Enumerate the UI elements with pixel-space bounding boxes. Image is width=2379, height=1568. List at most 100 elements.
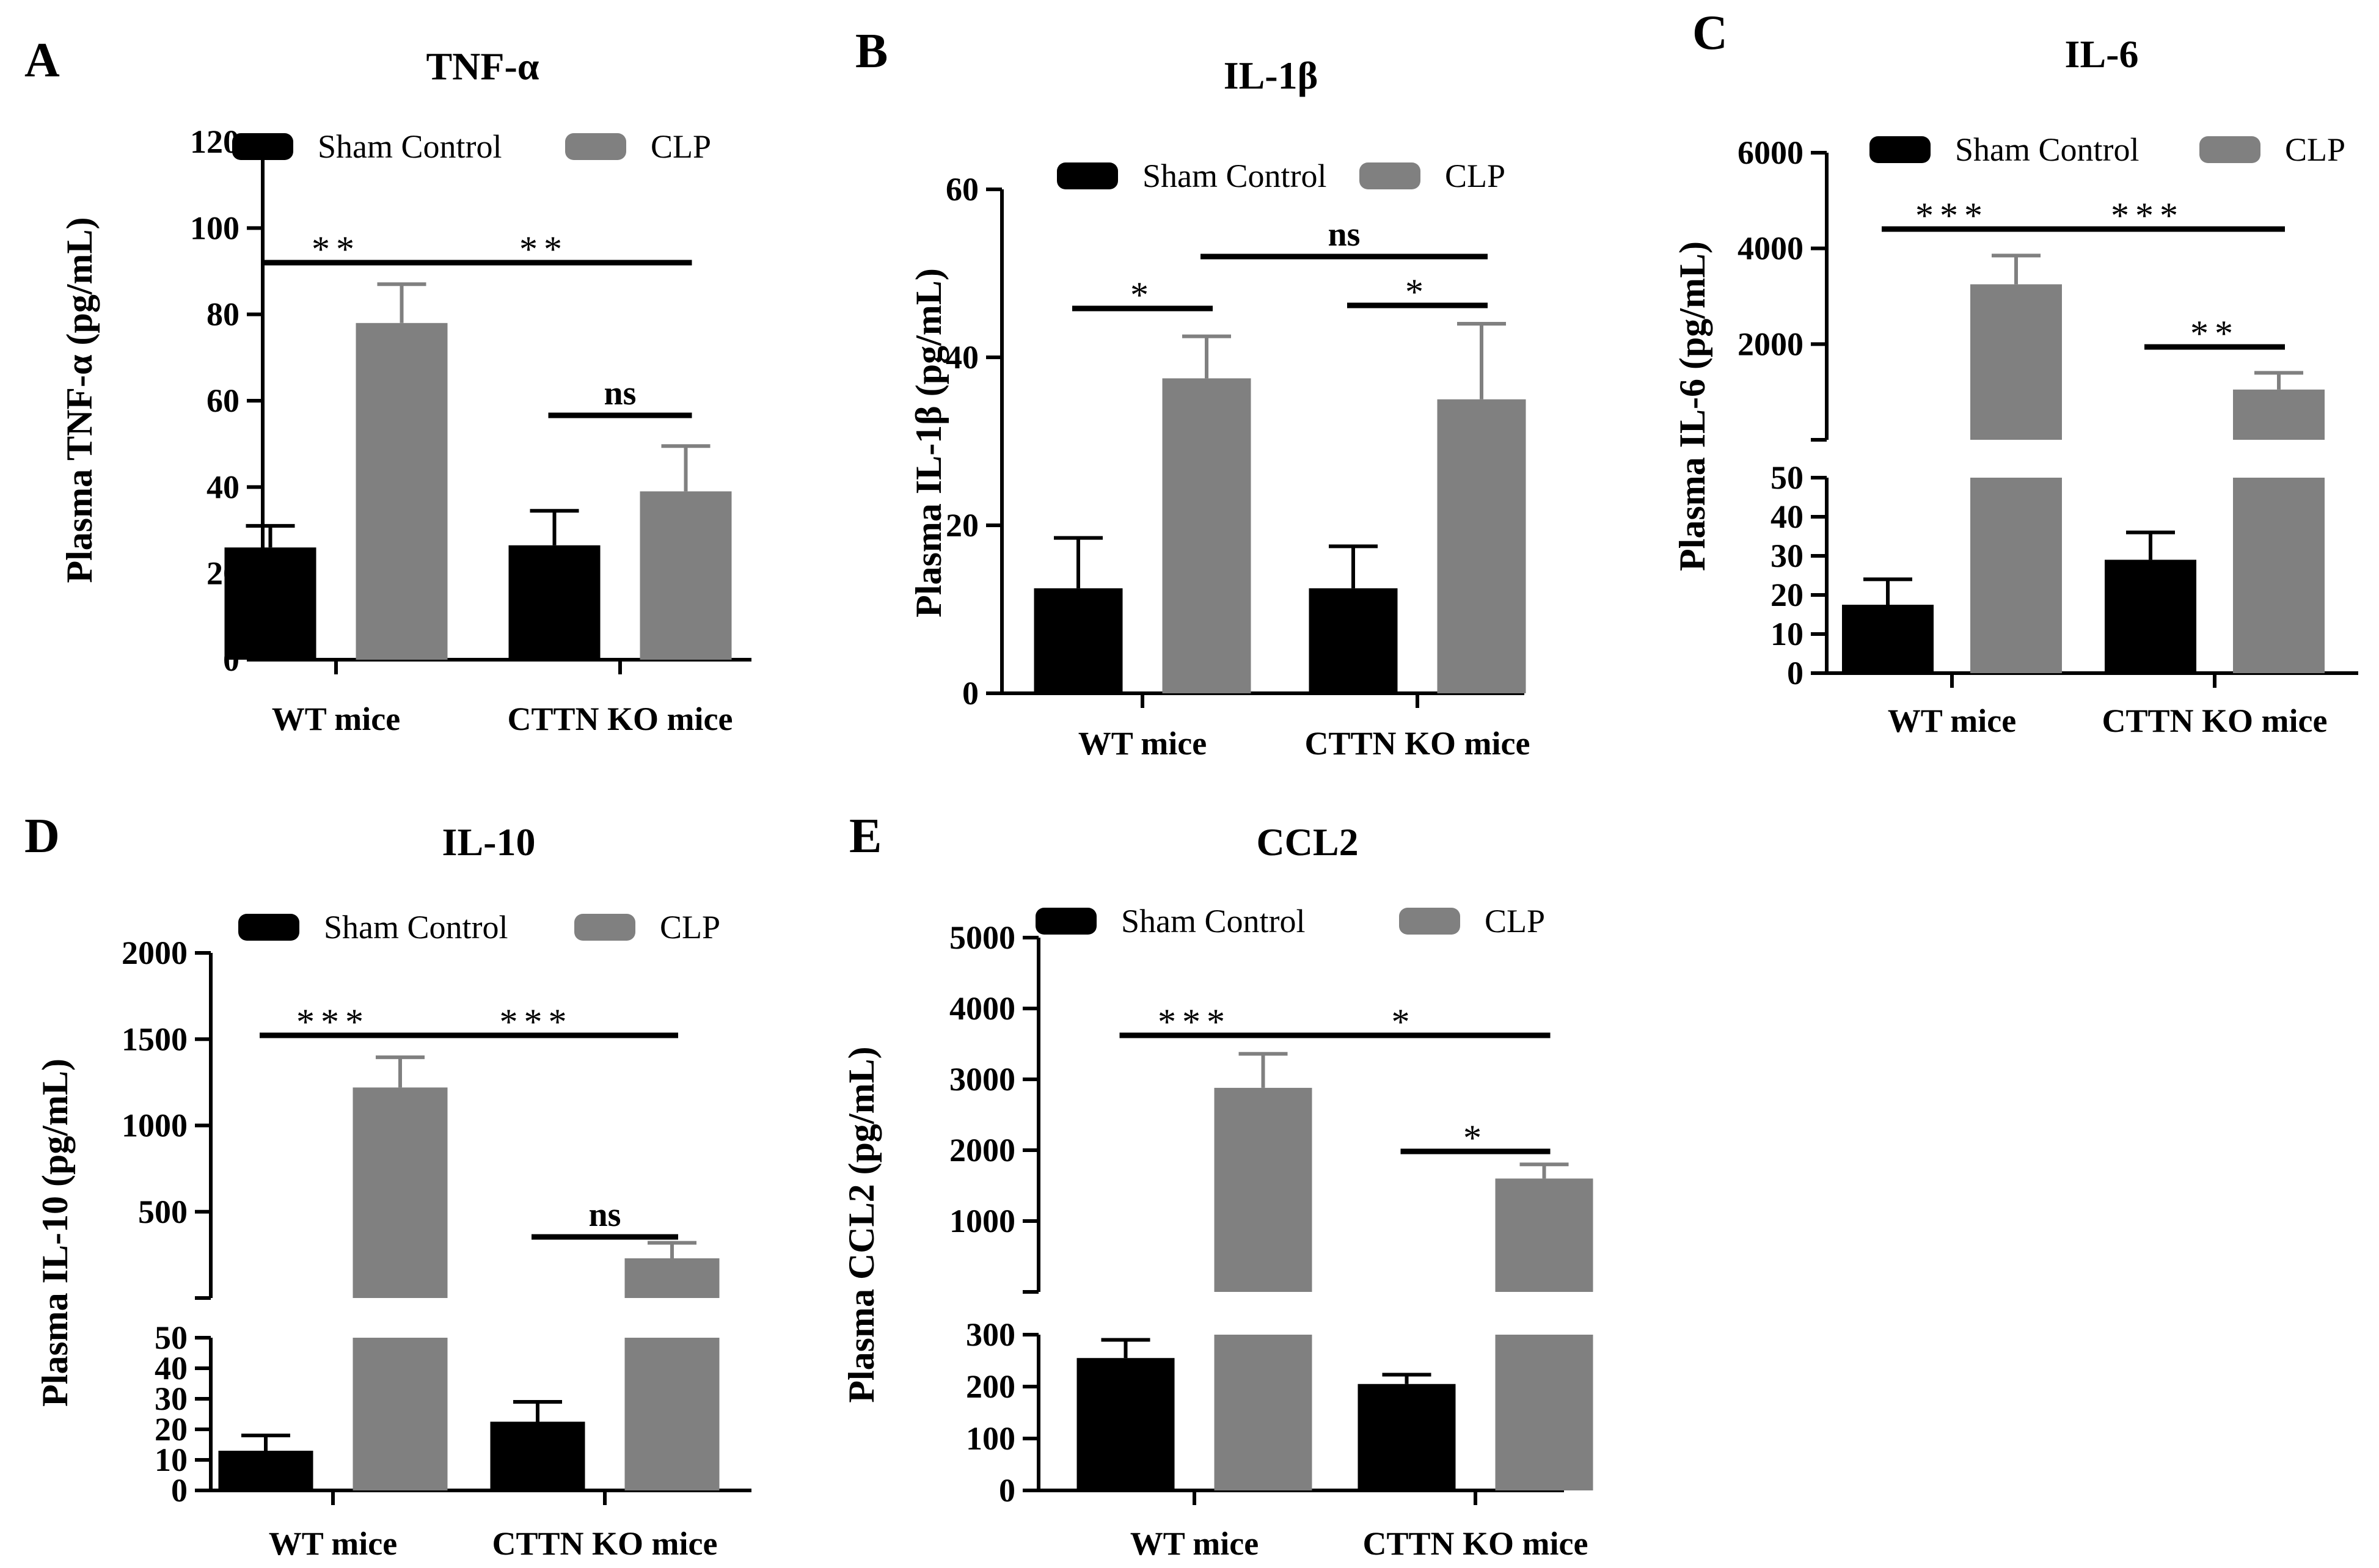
significance-label: **: [519, 229, 568, 269]
y-tick-label: 4000: [949, 990, 1015, 1027]
y-tick-label: 300: [966, 1316, 1015, 1353]
significance-label: *: [1405, 272, 1430, 312]
x-category-label: CTTN KO mice: [508, 701, 733, 737]
bar: [640, 491, 732, 660]
x-category-label: CTTN KO mice: [492, 1525, 718, 1562]
panel-title: IL-1β: [1224, 54, 1318, 97]
bar-upper-part: [1970, 284, 2062, 440]
legend-label: Sham Control: [318, 128, 502, 165]
bar-upper-part: [624, 1258, 720, 1298]
x-category-label: WT mice: [269, 1525, 397, 1562]
y-tick-label: 30: [1771, 538, 1803, 574]
legend-label: CLP: [1445, 158, 1505, 194]
y-axis-label: Plasma IL-1β (pg/mL): [908, 268, 949, 618]
panel-letter: C: [1692, 6, 1728, 60]
y-tick-label: 0: [171, 1472, 188, 1509]
y-axis-label: Plasma IL-10 (pg/mL): [35, 1059, 75, 1407]
significance-label: ***: [1158, 1002, 1231, 1042]
y-axis-label: Plasma TNF-α (pg/mL): [59, 217, 100, 583]
y-tick-label: 0: [962, 675, 979, 712]
panel-title: IL-10: [442, 820, 536, 864]
significance-label: ***: [2111, 195, 2184, 236]
y-tick-label: 20: [155, 1411, 188, 1448]
significance-label: ns: [604, 374, 637, 412]
bar-upper-part: [1495, 1178, 1593, 1292]
y-tick-label: 10: [155, 1442, 188, 1478]
legend-label: Sham Control: [1121, 903, 1306, 939]
legend-swatch: [232, 133, 293, 160]
y-tick-label: 40: [206, 469, 239, 505]
panel-title: TNF-α: [426, 45, 539, 88]
y-tick-label: 200: [966, 1368, 1015, 1405]
y-tick-label: 50: [155, 1319, 188, 1356]
y-tick-label: 100: [966, 1420, 1015, 1457]
legend-label: CLP: [651, 128, 711, 165]
legend-swatch: [574, 914, 635, 941]
y-tick-label: 2000: [949, 1132, 1015, 1169]
y-tick-label: 3000: [949, 1061, 1015, 1098]
bar-lower-part: [2233, 478, 2325, 673]
y-tick-label: 60: [946, 171, 979, 208]
y-tick-label: 1000: [122, 1107, 188, 1144]
legend-label: Sham Control: [324, 909, 508, 946]
legend-label: Sham Control: [1142, 158, 1327, 194]
y-tick-label: 1500: [122, 1021, 188, 1057]
x-category-label: WT mice: [1888, 702, 2016, 739]
bar: [1076, 1358, 1175, 1490]
y-tick-label: 0: [1787, 655, 1803, 691]
significance-label: ***: [296, 1002, 370, 1042]
panel-b: B IL-1β Plasma IL-1β (pg/mL) 0 20 40 60 WT mice…: [855, 24, 1530, 762]
significance-label: *: [1130, 275, 1155, 315]
bar: [1309, 588, 1398, 693]
legend-label: CLP: [660, 909, 720, 946]
y-tick-label: 80: [206, 296, 239, 333]
panel-letter: E: [849, 809, 882, 863]
panel-e: E CCL2 Plasma CCL2 (pg/mL) 0 100 200 300 1000 20…: [841, 809, 1593, 1562]
legend-swatch: [1359, 162, 1420, 189]
y-tick-label: 500: [138, 1194, 188, 1230]
bar-lower-part: [1214, 1335, 1312, 1490]
legend-label: Sham Control: [1955, 131, 2140, 168]
panel-letter: D: [24, 809, 60, 863]
x-category-label: CTTN KO mice: [1363, 1525, 1588, 1562]
y-tick-label: 60: [206, 382, 239, 419]
x-category-label: CTTN KO mice: [1305, 725, 1530, 762]
legend-label: CLP: [2285, 131, 2345, 168]
bar-upper-part: [1214, 1087, 1312, 1292]
bar: [1162, 378, 1251, 693]
panel-title: CCL2: [1256, 820, 1358, 864]
bar-upper-part: [2233, 389, 2325, 440]
significance-label: ***: [1915, 195, 1989, 236]
significance-label: **: [312, 229, 360, 269]
y-tick-label: 20: [1771, 577, 1803, 613]
y-tick-label: 2000: [122, 935, 188, 971]
significance-label: **: [2190, 313, 2239, 354]
legend-swatch: [238, 914, 299, 941]
bar-lower-part: [1970, 478, 2062, 673]
y-tick-label: 5000: [949, 919, 1015, 956]
y-tick-label: 120: [190, 123, 239, 160]
bar: [1034, 588, 1123, 693]
y-tick-label: 100: [190, 210, 239, 246]
significance-label: ns: [1328, 216, 1361, 253]
y-axis-label: Plasma IL-6 (pg/mL): [1672, 241, 1712, 571]
bar: [1358, 1384, 1456, 1490]
legend-swatch: [1036, 908, 1097, 935]
y-tick-label: 30: [155, 1380, 188, 1417]
legend-swatch: [2199, 136, 2260, 163]
bar-lower-part: [624, 1338, 720, 1490]
significance-label: ***: [500, 1002, 573, 1042]
y-tick-label: 40: [946, 339, 979, 376]
legend-swatch: [1057, 162, 1118, 189]
significance-label: *: [1463, 1118, 1488, 1158]
legend-swatch: [565, 133, 626, 160]
bar: [2105, 560, 2196, 673]
y-tick-label: 1000: [949, 1203, 1015, 1239]
panel-letter: A: [24, 34, 60, 87]
panel-letter: B: [855, 24, 888, 78]
bar: [224, 547, 316, 660]
y-tick-label: 20: [946, 507, 979, 544]
bar: [218, 1451, 313, 1490]
